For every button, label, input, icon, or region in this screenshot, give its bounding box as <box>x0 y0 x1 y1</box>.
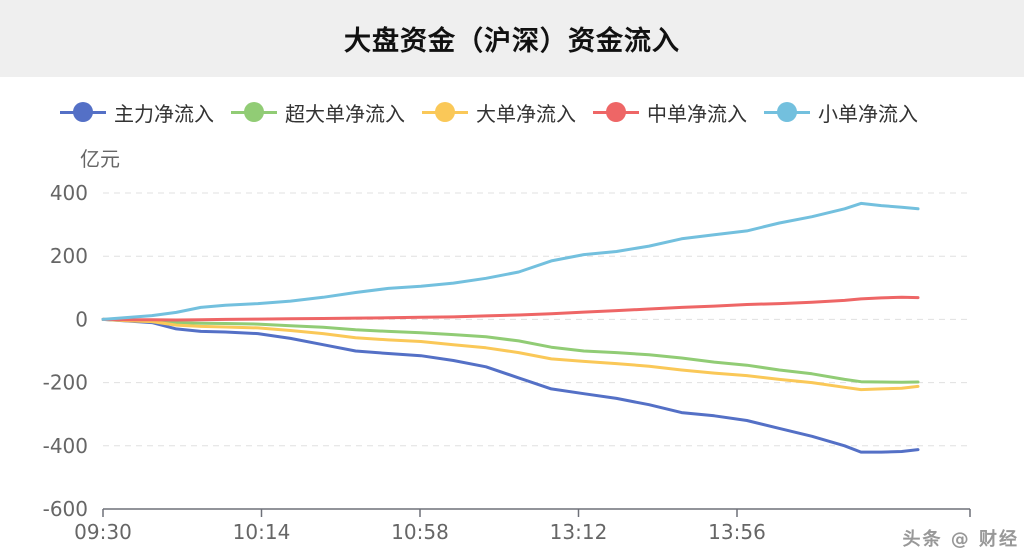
series-line-2 <box>101 317 920 392</box>
x-tick-label-0: 09:30 <box>74 520 132 544</box>
y-tick-label-4: -400 <box>43 434 88 458</box>
legend-item-medium[interactable]: 中单净流入 <box>593 98 747 127</box>
legend-item-small[interactable]: 小单净流入 <box>764 98 918 127</box>
y-tick-label-3: -200 <box>43 371 88 395</box>
chart-title-bar: 大盘资金（沪深）资金流入 <box>0 0 1024 77</box>
legend-item-super-large[interactable]: 超大单净流入 <box>231 98 405 127</box>
y-tick-label-1: 200 <box>50 244 88 268</box>
watermark-text: 头条 @ 财经 <box>902 529 1019 550</box>
x-tick-label-3: 13:12 <box>550 520 608 544</box>
chart-legend: 主力净流入 超大单净流入 大单净流入 中单净流入 小单净流入 <box>60 96 935 128</box>
legend-label-medium: 中单净流入 <box>647 101 747 126</box>
legend-swatch-main <box>60 102 106 122</box>
x-tick-label-2: 10:58 <box>391 520 449 544</box>
series-line-3 <box>101 295 920 322</box>
legend-label-main: 主力净流入 <box>114 101 214 126</box>
chart-title: 大盘资金（沪深）资金流入 <box>344 26 680 57</box>
legend-swatch-super-large <box>231 102 277 122</box>
legend-swatch-large <box>422 102 468 122</box>
series-line-1 <box>101 317 920 384</box>
series-line-0 <box>101 317 920 454</box>
legend-swatch-small <box>764 102 810 122</box>
legend-label-large: 大单净流入 <box>476 101 576 126</box>
legend-item-main[interactable]: 主力净流入 <box>60 98 214 127</box>
y-tick-label-0: 400 <box>50 181 88 205</box>
legend-swatch-medium <box>593 102 639 122</box>
series-line-4 <box>101 201 920 321</box>
y-tick-label-5: -600 <box>43 497 88 521</box>
x-tick-label-1: 10:14 <box>233 520 291 544</box>
y-tick-label-2: 0 <box>75 307 88 331</box>
y-axis-unit-label: 亿元 <box>80 147 120 171</box>
x-tick-label-4: 13:56 <box>708 520 766 544</box>
legend-label-small: 小单净流入 <box>818 101 918 126</box>
legend-label-super-large: 超大单净流入 <box>285 101 405 126</box>
legend-item-large[interactable]: 大单净流入 <box>422 98 576 127</box>
